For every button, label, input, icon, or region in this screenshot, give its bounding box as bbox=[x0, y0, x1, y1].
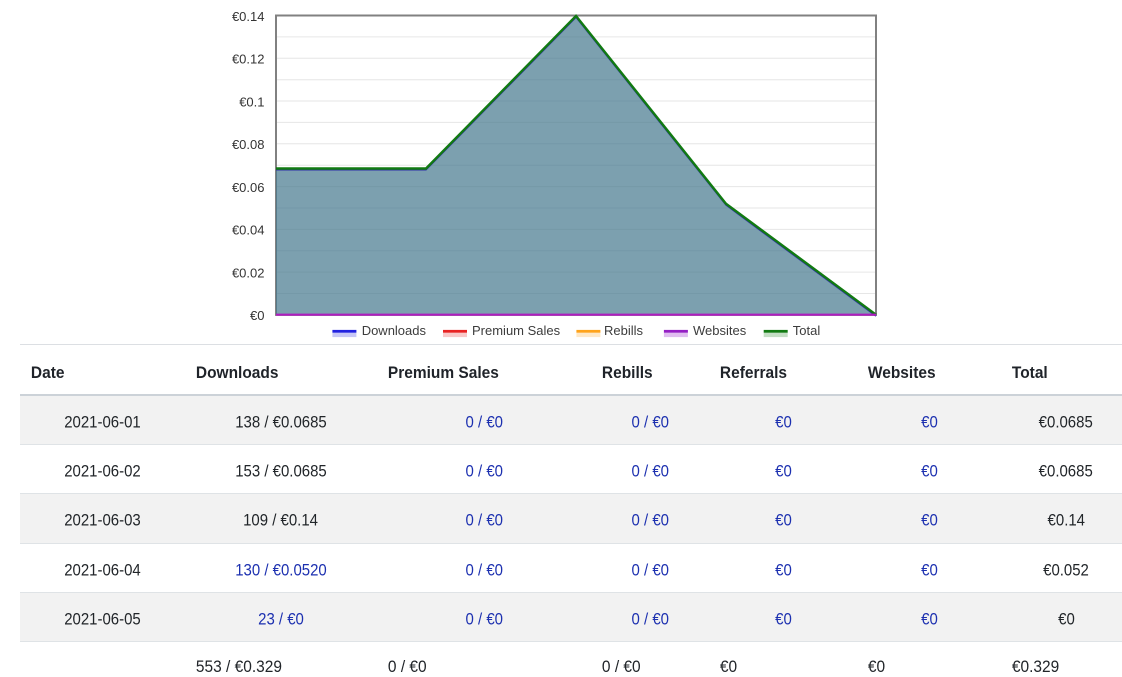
svg-text:€0.02: €0.02 bbox=[232, 265, 265, 280]
svg-text:Downloads: Downloads bbox=[362, 323, 427, 338]
svg-text:Total: Total bbox=[793, 323, 821, 338]
svg-text:€0.1: €0.1 bbox=[239, 94, 264, 109]
svg-text:Websites: Websites bbox=[693, 323, 747, 338]
svg-text:€0: €0 bbox=[250, 308, 264, 323]
svg-text:€0.12: €0.12 bbox=[232, 52, 265, 67]
svg-text:€0.06: €0.06 bbox=[232, 180, 265, 195]
svg-text:Rebills: Rebills bbox=[604, 323, 644, 338]
svg-text:€0.14: €0.14 bbox=[232, 9, 265, 24]
svg-text:€0.08: €0.08 bbox=[232, 137, 265, 152]
svg-text:Premium Sales: Premium Sales bbox=[472, 323, 561, 338]
svg-text:€0.04: €0.04 bbox=[232, 223, 265, 238]
